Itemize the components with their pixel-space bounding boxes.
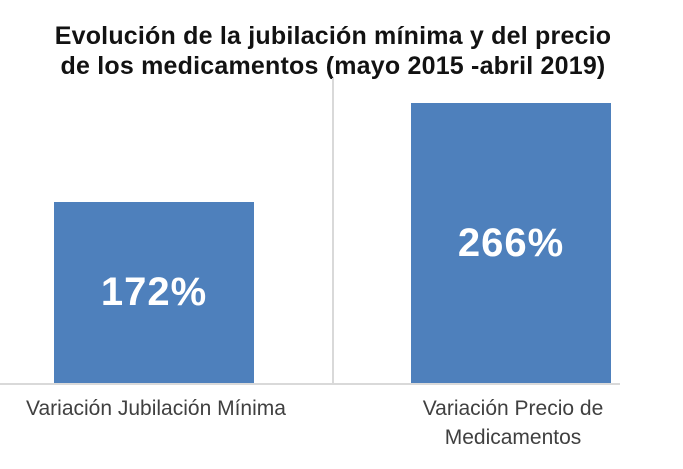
chart-title: Evolución de la jubilación mínima y del …	[0, 21, 666, 81]
category-label-jubilacion-minima: Variación Jubilación Mínima	[26, 397, 286, 420]
plot-area: 172% 266%	[0, 78, 620, 385]
bar-variacion-jubilacion-minima: 172%	[54, 202, 254, 383]
chart-title-line-1: Evolución de la jubilación mínima y del …	[54, 22, 612, 50]
bar-variacion-precio-medicamentos: 266%	[411, 103, 611, 383]
category-label-precio-medicamentos: Variación Precio de Medicamentos	[422, 397, 604, 449]
chart-title-line-2: de los medicamentos (mayo 2015 -abril 20…	[60, 52, 606, 80]
bar-value-label: 266%	[457, 220, 565, 265]
category-divider-gridline	[332, 78, 334, 383]
bar-value-label: 172%	[100, 270, 208, 315]
